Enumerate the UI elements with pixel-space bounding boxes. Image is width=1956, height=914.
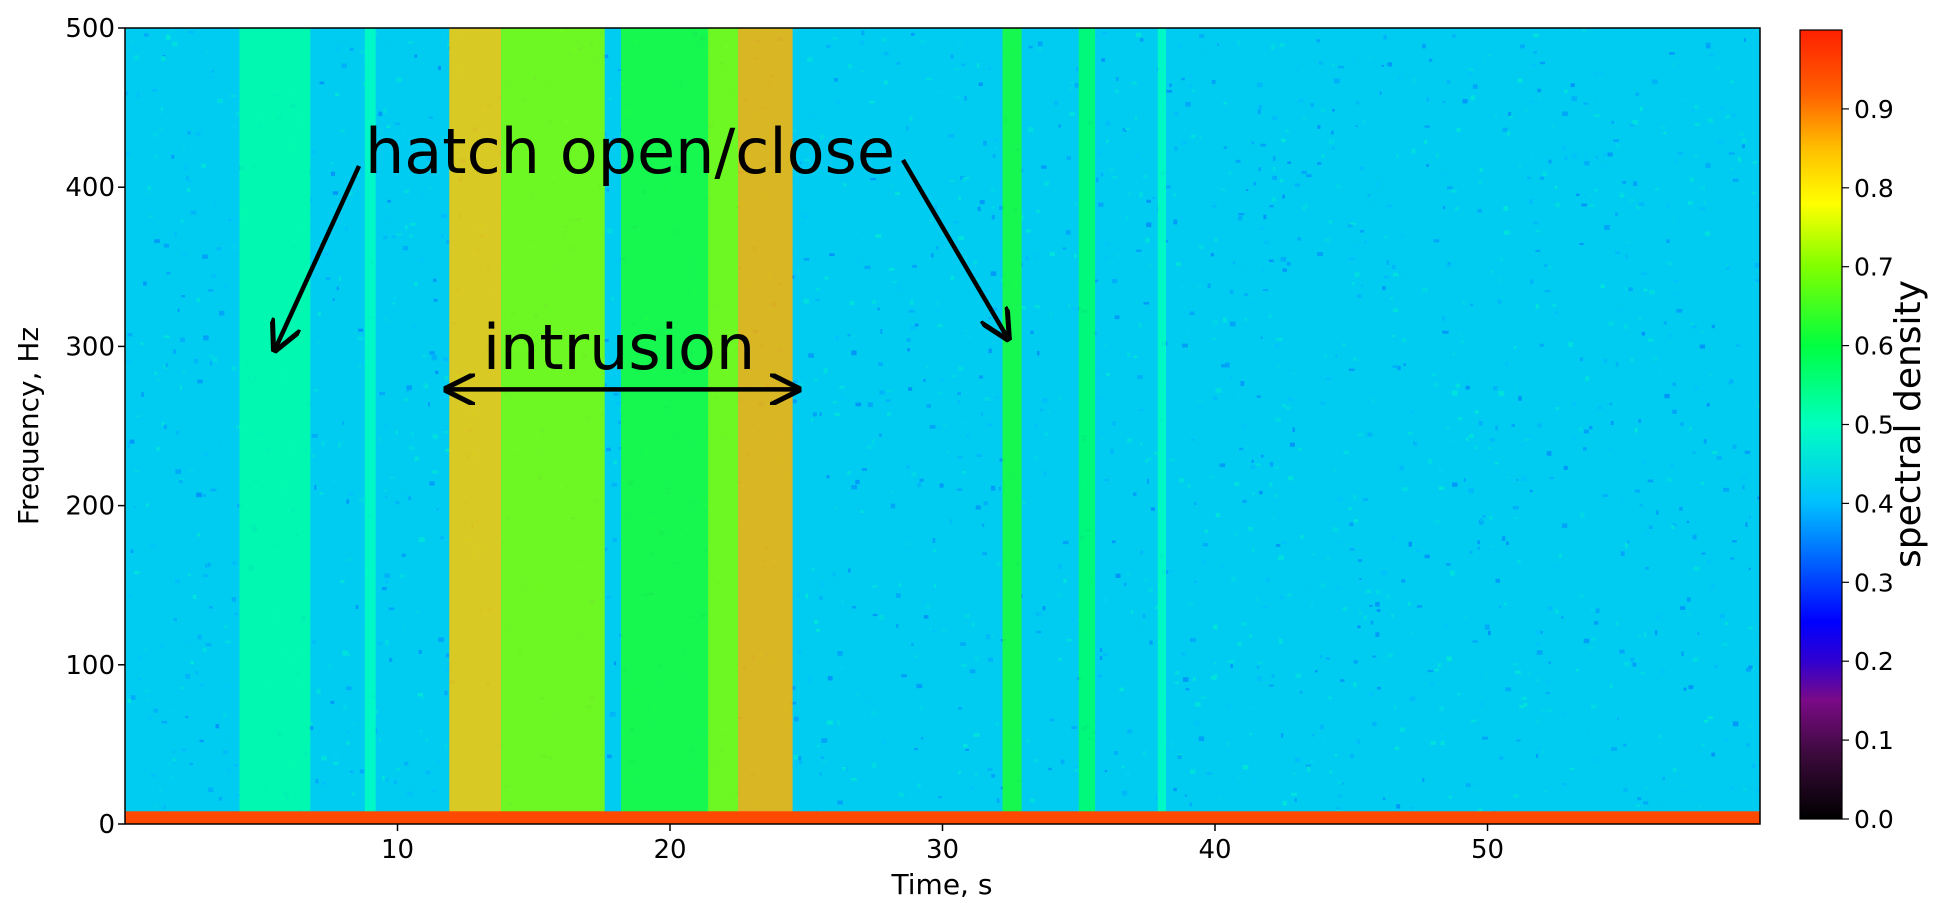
colorbar-tick-label: 0.8 — [1854, 174, 1894, 203]
low-frequency-band — [125, 811, 1760, 824]
colorbar-tick-label: 0.1 — [1854, 726, 1894, 755]
band-4 — [621, 28, 709, 824]
plot-area — [125, 28, 1760, 824]
x-tick-label: 40 — [1198, 835, 1231, 865]
x-tick-label: 50 — [1471, 835, 1504, 865]
band-2 — [449, 28, 502, 824]
y-tick-label: 500 — [65, 14, 115, 44]
band-0 — [239, 28, 311, 824]
colorbar-ticks: 0.0 0.1 0.2 0.3 0.4 0.5 0.6 0.7 0.8 0.9 — [1842, 95, 1894, 834]
colorbar-tick-label: 0.9 — [1854, 95, 1894, 124]
band-3 — [501, 28, 605, 824]
x-tick-label: 30 — [926, 835, 959, 865]
colorbar-tick-label: 0.0 — [1854, 805, 1894, 834]
annotation-arrow-right — [901, 158, 1008, 338]
annotation-intrusion: intrusion — [483, 311, 755, 384]
annotation-arrow-left — [275, 165, 362, 350]
colorbar-tick-label: 0.7 — [1854, 253, 1894, 282]
colorbar-tick-label: 0.5 — [1854, 411, 1894, 440]
colorbar-tick-label: 0.3 — [1854, 568, 1894, 597]
y-axis-label: Frequency, Hz — [12, 327, 45, 525]
band-1 — [364, 28, 376, 824]
y-tick-label: 400 — [65, 173, 115, 203]
x-axis-ticks: 10 20 30 40 50 — [381, 824, 1504, 865]
band-7 — [1002, 28, 1022, 824]
annotation-hatch-open-close: hatch open/close — [365, 115, 895, 188]
y-axis-ticks: 0 100 200 300 400 500 — [65, 14, 125, 840]
x-tick-label: 20 — [653, 835, 686, 865]
y-tick-label: 300 — [65, 332, 115, 362]
x-tick-label: 10 — [381, 835, 414, 865]
colorbar-tick-label: 0.6 — [1854, 332, 1894, 361]
annotations: hatch open/close intrusion — [275, 115, 1008, 389]
band-9 — [1157, 28, 1166, 824]
band-5 — [708, 28, 739, 824]
y-tick-label: 100 — [65, 651, 115, 681]
y-tick-label: 200 — [65, 492, 115, 522]
spectrogram-background — [125, 28, 1760, 824]
colorbar — [1799, 29, 1843, 820]
colorbar-tick-label: 0.2 — [1854, 647, 1894, 676]
colorbar-label: spectral density — [1888, 280, 1929, 568]
colorbar-tick-label: 0.4 — [1854, 489, 1894, 518]
band-8 — [1078, 28, 1096, 824]
y-tick-label: 0 — [98, 810, 115, 840]
band-6 — [738, 28, 793, 824]
x-axis-label: Time, s — [891, 868, 993, 901]
